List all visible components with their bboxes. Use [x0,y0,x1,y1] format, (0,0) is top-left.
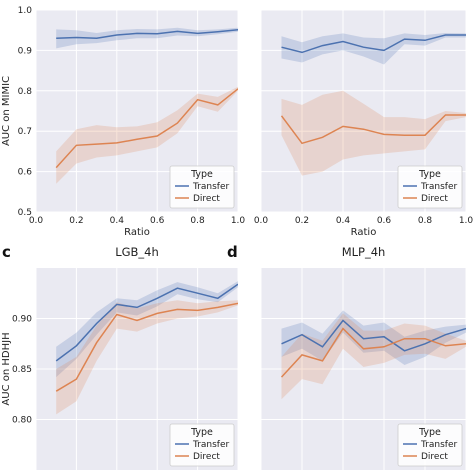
legend-label-direct: Direct [193,194,220,204]
y-tick-label: 1.0 [18,6,33,16]
series-line-direct [55,302,238,392]
series-line-transfer [55,283,238,362]
series-line-transfer [281,34,466,54]
panel-4: d MLP_4h Type Transfer Direct [227,243,467,470]
confidence-band-direct [281,90,466,176]
y-tick-label: 0.6 [18,168,33,178]
plot-marks [55,27,238,184]
legend-label-transfer: Transfer [192,440,229,450]
y-tick-label: 0.90 [12,315,32,325]
x-tick-label: 1.0 [459,216,474,226]
series-line-direct [280,327,466,378]
x-axis-label: Ratio [124,227,150,238]
legend-label-direct: Direct [193,452,220,462]
x-tick-label: 0.8 [190,216,205,226]
panel-letter: d [227,243,238,261]
x-tick-label: 1.0 [231,216,246,226]
plot-marks [55,281,238,415]
legend: Type Transfer Direct [397,165,463,209]
y-axis-label: AUC on MIMIC [1,76,12,146]
series-line-direct [55,88,238,169]
series-line-transfer [56,29,238,40]
x-axis-label: Ratio [351,227,377,238]
panel-title: MLP_4h [342,245,386,259]
legend-label-direct: Direct [421,194,448,204]
x-tick-label: 0.6 [377,216,392,226]
y-tick-label: 0.5 [18,208,32,218]
confidence-band-transfer [56,281,238,378]
legend-title: Type [418,169,441,180]
y-tick-label: 0.8 [18,87,33,97]
legend: Type Transfer Direct [169,165,235,209]
legend-title: Type [418,427,441,438]
legend: Type Transfer Direct [397,423,463,467]
x-tick-label: 0.2 [69,216,83,226]
confidence-band-direct [56,86,238,184]
x-tick-label: 0.2 [295,216,309,226]
x-tick-label: 0.0 [254,216,269,226]
y-tick-label: 0.80 [12,416,32,426]
plot-marks [280,310,466,400]
legend: Type Transfer Direct [169,423,235,467]
series-line-transfer [281,319,466,352]
panel-title: LGB_4h [115,245,159,259]
plot-marks [280,33,466,176]
legend-label-transfer: Transfer [192,182,229,192]
y-tick-label: 0.7 [18,127,32,137]
x-tick-label: 0.4 [336,216,351,226]
panel-letter: c [2,243,11,261]
legend-title: Type [190,169,213,180]
legend-label-transfer: Transfer [420,182,457,192]
legend-title: Type [190,427,213,438]
series-line-direct [280,114,466,145]
legend-label-transfer: Transfer [420,440,457,450]
x-tick-label: 0.6 [150,216,165,226]
panel-1: 0.0 0.2 0.4 0.6 0.8 1.0 0.5 0.6 0.7 0.8 0.9 1.0 Rati… [1,6,245,238]
x-tick-label: 0.8 [418,216,433,226]
y-tick-label: 0.9 [18,46,33,56]
panel-2: 0.0 0.2 0.4 0.6 0.8 1.0 Ratio Type Transfer Direc… [254,9,474,238]
x-tick-label: 0.4 [110,216,125,226]
confidence-band-direct [56,300,238,415]
confidence-band-direct [281,313,466,400]
y-tick-label: 0.85 [12,365,32,375]
legend-label-direct: Direct [421,452,448,462]
x-tick-label: 0.0 [29,216,44,226]
y-axis-label: AUC on HDHJH [1,332,12,405]
